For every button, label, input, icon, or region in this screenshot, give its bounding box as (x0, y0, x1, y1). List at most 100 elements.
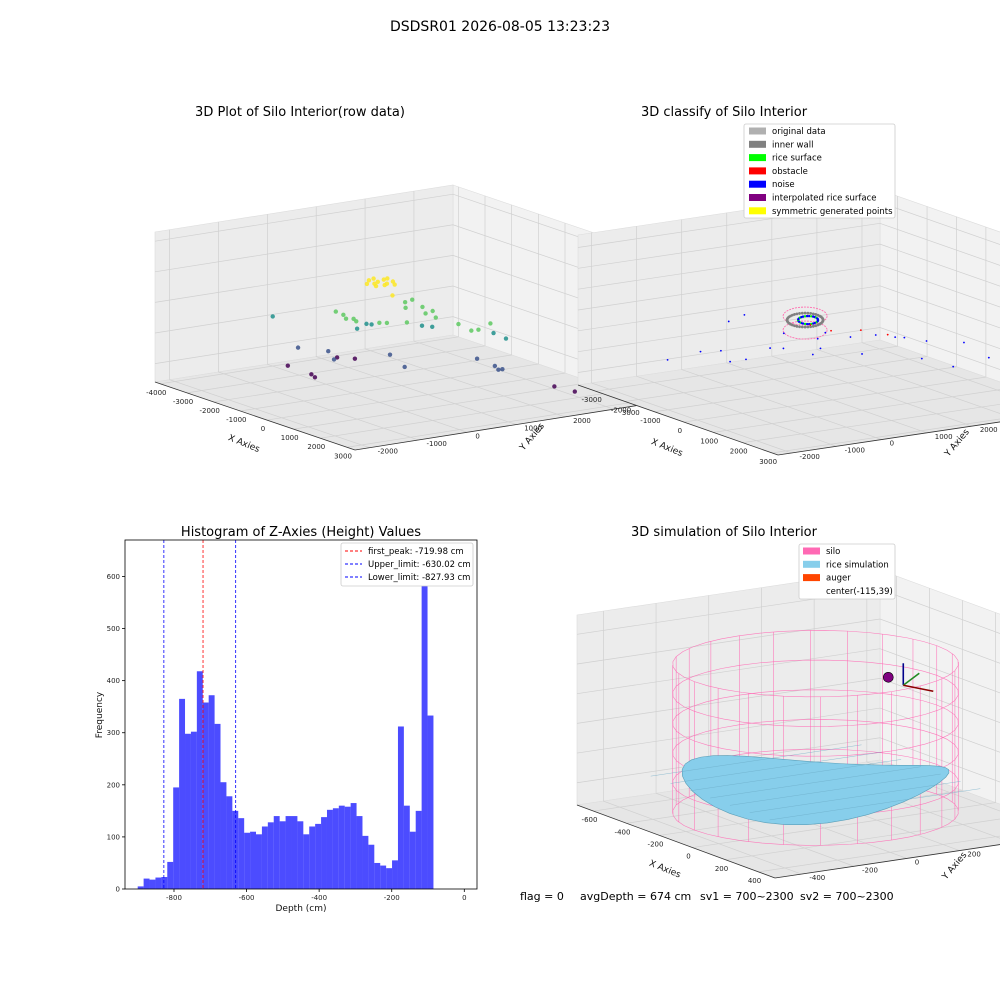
raw-x-axis-line (154, 381, 356, 451)
raw-gridline-x (213, 204, 513, 403)
raw-data-point (410, 297, 415, 302)
classify-gridline-x (683, 227, 987, 423)
simulation-legend-label: center(-115,39) (826, 587, 893, 597)
raw-data-point (341, 312, 346, 317)
classify-legend-swatch (749, 140, 766, 148)
rice-mesh-line (769, 788, 981, 821)
noise-point (987, 356, 990, 359)
sim-xtick-label: 0 (686, 853, 690, 861)
raw-gridline-y (364, 198, 566, 418)
sim-xtick-label: 200 (715, 865, 728, 873)
histogram-bar (143, 878, 150, 889)
raw-data-point (492, 363, 498, 369)
raw-data-point (354, 326, 360, 331)
simulation-plot-title: 3D simulation of Silo Interior (631, 525, 818, 540)
classify-xtick-label: 3000 (759, 458, 777, 466)
rice-mesh-line (650, 744, 862, 777)
histogram-bar (362, 835, 369, 889)
noise-point (963, 341, 965, 344)
raw-xtick-label: -2000 (199, 407, 219, 415)
classify-gridline-z (577, 285, 1000, 332)
raw-data-point (333, 309, 339, 314)
histogram-bar (137, 886, 144, 889)
sim-ytick-label: 200 (967, 851, 980, 859)
classify-legend: original data inner wall rice surface obsta… (743, 123, 896, 219)
raw-data-point (469, 328, 474, 333)
raw-ytick-label: 2000 (573, 417, 591, 425)
histogram-xtick-label: -200 (384, 894, 400, 902)
histogram-bar (161, 877, 168, 889)
raw-data-point (500, 366, 505, 372)
raw-data-point (496, 367, 501, 372)
raw-xtick-label: 2000 (307, 443, 325, 451)
rice-mesh-line (690, 759, 902, 791)
histogram-bar (368, 844, 375, 889)
histogram-bar (256, 834, 262, 889)
sim-x-axis-line (576, 804, 776, 879)
classify-gridline-y (636, 226, 837, 447)
classify-ytick-label: 0 (890, 440, 894, 448)
classify-legend-swatch (749, 207, 766, 215)
noise-point (903, 336, 906, 339)
histogram-plot: -800 -600 -400 -200 0 0 100 200 300 400 500 600 firs… (107, 539, 478, 902)
noise-point (816, 337, 819, 340)
classify-gridline-x (654, 216, 957, 413)
histogram-bar (403, 805, 410, 889)
raw-data-point (270, 314, 275, 319)
raw-data-point (382, 282, 387, 288)
classify-legend-label: rice surface (772, 154, 822, 164)
histogram-bar (261, 826, 268, 889)
raw-data-point (309, 372, 314, 377)
rice-surface-point (816, 318, 820, 321)
raw-xtick-label: -1000 (226, 416, 246, 424)
histogram-bar (250, 831, 257, 889)
raw-data-point (476, 327, 481, 332)
raw-gridline-y (169, 229, 370, 449)
raw-data-point (364, 321, 369, 327)
histogram-bar (303, 834, 310, 889)
raw-data-point (390, 293, 395, 298)
classify-legend-label: interpolated rice surface (772, 194, 877, 204)
inner-wall-point (806, 325, 810, 329)
obstacle-point (886, 333, 889, 336)
raw-data-point (352, 356, 358, 361)
noise-point (952, 365, 955, 368)
classify-xtick-label: 1000 (700, 437, 718, 445)
histogram-legend-label: Lower_limit: -827.93 cm (368, 573, 470, 583)
obstacle-point (859, 329, 862, 332)
sim-gridline-z (576, 737, 1000, 784)
classify-3d-plot: -3000-2000-10000100020003000-2000-100001… (577, 189, 1000, 466)
classify-xtick-label: 0 (678, 427, 682, 435)
classify-legend-label: noise (772, 180, 795, 190)
obstacle-point (830, 329, 832, 332)
histogram-bar (344, 806, 351, 889)
noise-point (699, 350, 702, 353)
histogram-bar (179, 698, 186, 889)
histogram-bar (309, 826, 316, 889)
raw-xtick-label: -3000 (173, 398, 193, 406)
rice-mesh-line (749, 781, 961, 813)
histogram-ytick-label: 500 (107, 625, 120, 633)
raw-data-point (312, 375, 318, 380)
histogram-bar (279, 821, 286, 889)
raw-data-point (404, 320, 410, 325)
auger-marker (882, 671, 894, 683)
footer-flag: flag = 0 (520, 890, 564, 903)
classify-grid (577, 192, 1000, 454)
raw-data-point (295, 345, 301, 350)
raw-y-axis-line (354, 402, 654, 451)
inner-wall-point (814, 324, 818, 328)
noise-point (819, 347, 822, 350)
inner-wall-point (790, 313, 794, 317)
histogram-ytick-label: 0 (116, 886, 120, 894)
simulation-3d-plot: -600-400-2000200400-400-2000200400600-80… (576, 569, 1000, 885)
simulation-legend-label: silo (826, 547, 840, 557)
raw-data-point (402, 299, 408, 305)
noise-point (782, 347, 785, 350)
histogram-bar (315, 823, 322, 889)
raw-data-point (371, 276, 376, 281)
sim-gridline-y (655, 603, 855, 867)
rice-simulation-surface (681, 755, 950, 826)
raw-ytick-label: -1000 (427, 440, 447, 448)
classify-legend-box (743, 123, 896, 219)
